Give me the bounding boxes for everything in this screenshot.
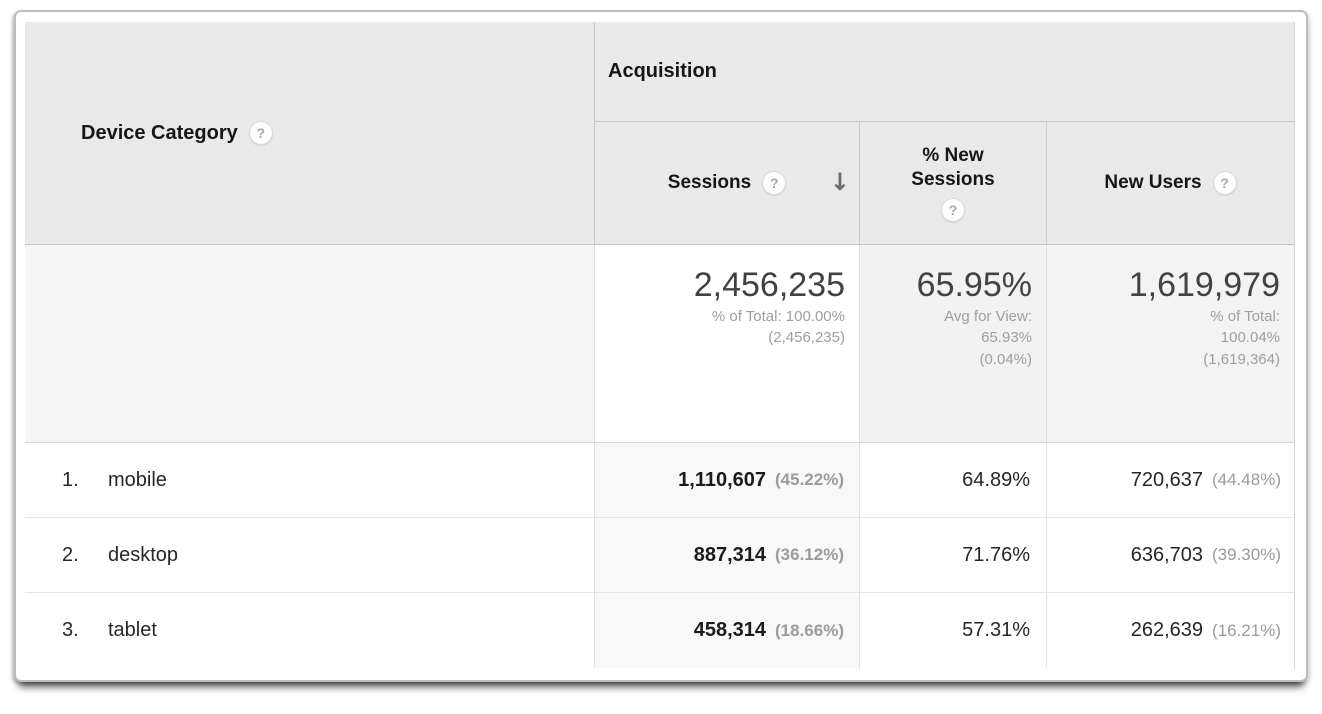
- percent-new-sessions-total-note: Avg for View: 65.93% (0.04%): [944, 308, 1032, 368]
- percent-new-sessions-cell: 64.89%: [860, 443, 1047, 517]
- dimension-cell: 1. mobile: [25, 443, 595, 517]
- sessions-total: 2,456,235: [693, 266, 845, 304]
- sessions-share: (36.12%): [775, 545, 844, 564]
- percent-new-sessions-value: 71.76%: [962, 543, 1030, 566]
- new-users-label: New Users: [1104, 172, 1202, 193]
- table-row-mobile: 1. mobile 1,110,607 (45.22%) 64.89% 720,…: [25, 443, 1294, 518]
- sessions-cell: 1,110,607 (45.22%): [595, 443, 860, 517]
- help-icon[interactable]: ?: [762, 171, 787, 195]
- help-icon[interactable]: ?: [1212, 171, 1237, 195]
- percent-new-sessions-label: % New Sessions: [911, 144, 995, 190]
- new-users-value: 636,703: [1130, 543, 1204, 566]
- help-icon[interactable]: ?: [941, 198, 965, 223]
- new-users-cell: 636,703 (39.30%): [1047, 518, 1294, 592]
- row-index: 1.: [62, 468, 79, 491]
- table-header: Device Category ? Acquisition Sessions ?…: [25, 22, 1294, 245]
- summary-row: 2,456,235 % of Total: 100.00% (2,456,235…: [25, 245, 1294, 443]
- sessions-value: 458,314: [693, 619, 767, 641]
- metric-header-row: Sessions ? ↓ % New Sessions ? New Users …: [595, 122, 1294, 244]
- ga-report-table: Device Category ? Acquisition Sessions ?…: [25, 22, 1295, 670]
- sessions-value: 1,110,607: [678, 468, 767, 491]
- new-users-share: (16.21%): [1212, 620, 1281, 640]
- sessions-share: (45.22%): [775, 470, 844, 489]
- row-index: 2.: [62, 543, 79, 566]
- percent-new-sessions-cell: 71.76%: [860, 518, 1047, 592]
- group-header-acquisition: Acquisition: [595, 22, 1294, 122]
- device-name: tablet: [108, 619, 157, 641]
- device-name: mobile: [108, 468, 167, 491]
- new-users-total-note: % of Total: 100.04% (1,619,364): [1203, 308, 1280, 368]
- summary-dimension-cell: [25, 245, 595, 442]
- column-header-device-category[interactable]: Device Category ?: [25, 22, 595, 244]
- column-header-percent-new-sessions[interactable]: % New Sessions ?: [860, 122, 1047, 244]
- screenshot-frame: Device Category ? Acquisition Sessions ?…: [14, 10, 1308, 682]
- dimension-cell: 3. tablet: [25, 593, 595, 668]
- acquisition-header-group: Acquisition Sessions ? ↓ % New Sessions …: [595, 22, 1294, 244]
- sessions-total-note: % of Total: 100.00% (2,456,235): [711, 308, 845, 347]
- percent-new-sessions-cell: 57.31%: [860, 593, 1047, 668]
- help-icon[interactable]: ?: [248, 121, 273, 145]
- sessions-cell: 458,314 (18.66%): [595, 593, 860, 668]
- sessions-cell: 887,314 (36.12%): [595, 518, 860, 592]
- dimension-cell: 2. desktop: [25, 518, 595, 592]
- sort-descending-icon[interactable]: ↓: [829, 167, 850, 196]
- device-category-label: Device Category: [81, 121, 238, 144]
- sessions-share: (18.66%): [775, 620, 844, 640]
- percent-new-sessions-total: 65.95%: [916, 266, 1032, 304]
- acquisition-label: Acquisition: [608, 60, 717, 82]
- row-index: 3.: [62, 619, 79, 641]
- column-header-new-users[interactable]: New Users ?: [1047, 122, 1294, 244]
- device-name: desktop: [108, 543, 179, 566]
- new-users-share: (39.30%): [1212, 545, 1281, 564]
- column-header-sessions[interactable]: Sessions ? ↓: [595, 122, 860, 244]
- new-users-value: 262,639: [1130, 619, 1204, 641]
- percent-new-sessions-value: 64.89%: [962, 468, 1030, 491]
- summary-sessions-cell: 2,456,235 % of Total: 100.00% (2,456,235…: [595, 245, 860, 442]
- summary-percent-new-sessions-cell: 65.95% Avg for View: 65.93% (0.04%): [860, 245, 1047, 442]
- new-users-total: 1,619,979: [1128, 266, 1280, 304]
- sessions-label: Sessions: [667, 172, 752, 193]
- sessions-value: 887,314: [693, 543, 767, 566]
- summary-new-users-cell: 1,619,979 % of Total: 100.04% (1,619,364…: [1047, 245, 1294, 442]
- table-row-desktop: 2. desktop 887,314 (36.12%) 71.76% 636,7…: [25, 518, 1294, 593]
- new-users-cell: 720,637 (44.48%): [1047, 443, 1294, 517]
- percent-new-sessions-value: 57.31%: [962, 619, 1030, 641]
- new-users-share: (44.48%): [1212, 470, 1281, 489]
- table-row-tablet: 3. tablet 458,314 (18.66%) 57.31% 262,63…: [25, 593, 1294, 668]
- new-users-cell: 262,639 (16.21%): [1047, 593, 1294, 668]
- new-users-value: 720,637: [1130, 468, 1204, 491]
